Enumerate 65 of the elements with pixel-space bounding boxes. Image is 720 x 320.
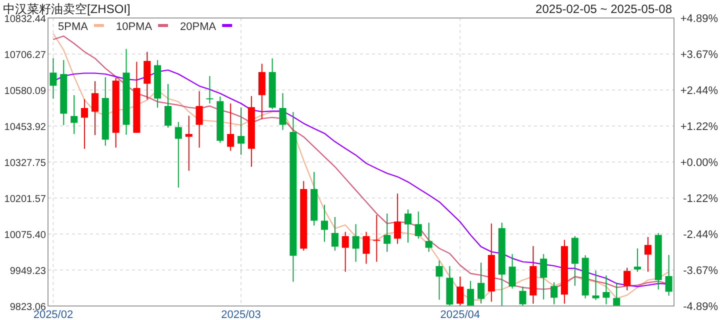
y-tick-label: 10580.09 <box>4 86 46 97</box>
y2-tick-label: -4.89% <box>683 301 718 313</box>
y-tick-label: 10832.44 <box>4 14 46 25</box>
candlestick <box>174 121 182 188</box>
y-tick-label: 10453.92 <box>4 122 46 133</box>
chart-title: 中汉菜籽油卖空[ZHSOI] <box>3 2 130 16</box>
candlestick <box>164 84 172 128</box>
candlestick <box>602 274 610 305</box>
candlestick <box>81 98 88 150</box>
candlestick <box>624 267 631 291</box>
candlestick <box>592 270 600 301</box>
candlestick <box>644 236 652 272</box>
candlestick <box>634 248 641 272</box>
legend-label: 20PMA <box>180 21 217 33</box>
candlestick <box>352 224 360 262</box>
y2-tick-label: +3.67% <box>680 48 718 61</box>
y2-tick-label: -3.67% <box>683 265 718 278</box>
candlestick <box>144 51 151 100</box>
y2-tick-label: -2.44% <box>683 228 718 241</box>
candlestick <box>185 115 192 172</box>
candlestick <box>394 193 402 244</box>
candlestick <box>362 231 370 264</box>
candlestick <box>331 216 338 252</box>
chart-subtitle: 2025-02-05 ~ 2025-05-08 <box>536 2 672 16</box>
y-tick-label: 10075.40 <box>4 230 46 241</box>
candlestick <box>384 213 391 252</box>
candlestick <box>519 286 526 307</box>
candlestick <box>196 90 203 148</box>
x-tick-label: 2025/04 <box>440 309 480 320</box>
candlestick <box>456 276 464 306</box>
candlestick <box>477 262 484 304</box>
y-tick-label: 10706.27 <box>4 50 46 61</box>
candlestick <box>70 94 78 134</box>
x-tick-label: 2025/03 <box>221 309 261 320</box>
y2-tick-label: +0.00% <box>680 157 718 169</box>
candlestick <box>342 231 349 272</box>
candlestick <box>665 254 672 296</box>
y2-tick-label: +1.22% <box>680 121 718 134</box>
candlestick <box>404 209 412 244</box>
y2-tick-label: +2.44% <box>680 85 718 98</box>
legend-label: 5PMA <box>58 21 89 33</box>
candlestick <box>540 254 548 300</box>
candlestick <box>206 76 214 104</box>
candlestick <box>467 280 474 307</box>
y-tick-label: 10327.75 <box>4 158 46 169</box>
candlestick <box>320 204 328 242</box>
candlestick <box>50 58 57 100</box>
candlestick <box>425 222 432 252</box>
y2-tick-label: +4.89% <box>680 13 718 25</box>
x-tick-label: 2025/02 <box>33 309 74 320</box>
y2-tick-label: -1.22% <box>683 192 718 205</box>
candlestick <box>258 63 266 120</box>
legend-label: 10PMA <box>116 21 153 33</box>
candlestick <box>550 282 558 305</box>
candlestick <box>373 214 380 262</box>
candlestick <box>91 80 98 136</box>
candlestick <box>436 260 443 300</box>
candlestick <box>279 92 286 130</box>
candlestick <box>414 211 422 240</box>
candlestick <box>238 106 245 156</box>
candlestick <box>613 282 620 307</box>
candlestick <box>508 254 516 290</box>
candlestick <box>227 102 234 152</box>
y-tick-label: 10201.57 <box>4 194 46 205</box>
y-tick-label: 9949.23 <box>10 266 46 277</box>
